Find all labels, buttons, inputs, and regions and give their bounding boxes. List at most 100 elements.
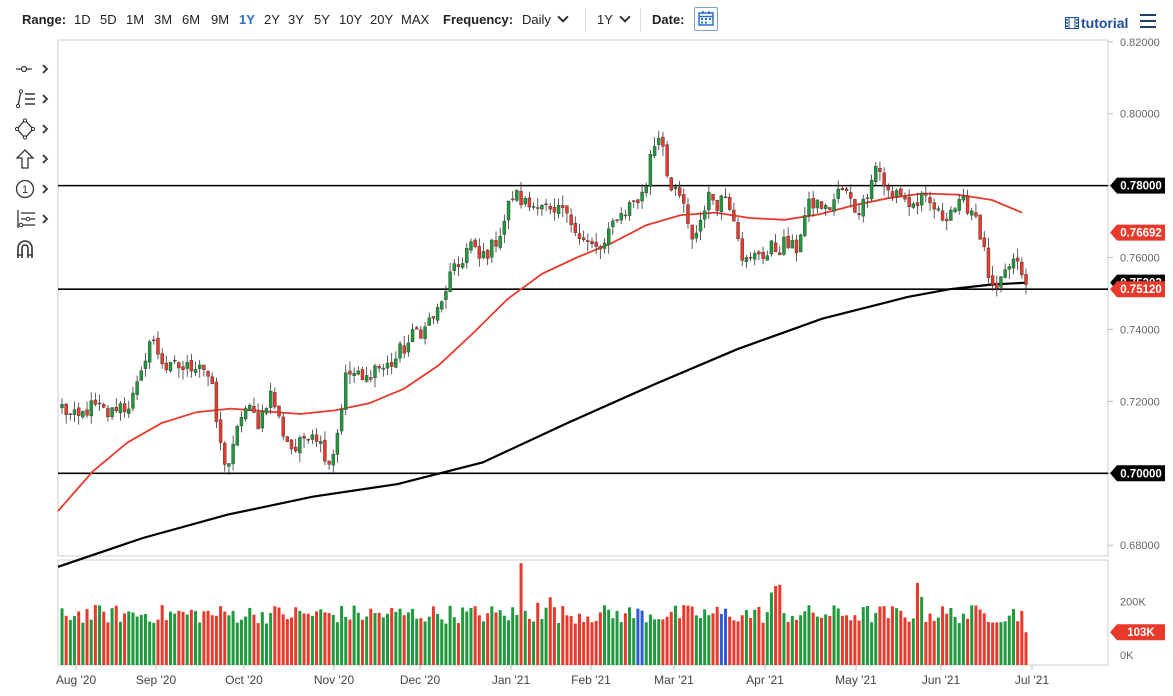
range-9m[interactable]: 9M	[211, 12, 230, 27]
volume-bar	[1011, 608, 1015, 665]
volume-bar	[703, 609, 707, 665]
volume-bar	[360, 619, 364, 665]
volume-bar	[861, 607, 865, 665]
volume-bar	[477, 615, 481, 665]
volume-bar	[210, 615, 214, 665]
volume-bar	[227, 615, 231, 665]
volume-bar	[870, 622, 874, 665]
candle-body	[986, 247, 991, 278]
candle-body	[627, 202, 632, 216]
candle-body	[423, 326, 427, 339]
frequency-select[interactable]: Daily	[522, 11, 569, 27]
candle	[114, 398, 118, 413]
volume-bar	[532, 621, 536, 665]
candle	[978, 214, 982, 240]
candle	[732, 202, 736, 222]
range-5d[interactable]: 5D	[100, 12, 117, 27]
range-3y[interactable]: 3Y	[288, 12, 304, 27]
candle	[556, 198, 561, 219]
volume-bar	[431, 606, 435, 665]
candle	[686, 198, 690, 229]
period-select[interactable]: 1Y	[597, 11, 631, 27]
fibonacci-tools[interactable]	[14, 208, 54, 230]
candle	[502, 214, 507, 244]
volume-bar	[661, 619, 665, 665]
candle	[823, 203, 828, 217]
candle	[849, 184, 853, 208]
candle	[794, 234, 799, 262]
volume-bar	[198, 622, 202, 665]
range-5y[interactable]: 5Y	[314, 12, 330, 27]
volume-bar	[181, 611, 185, 665]
candle	[327, 460, 331, 470]
line-tools[interactable]	[14, 88, 54, 110]
volume-bar	[285, 619, 289, 665]
candle	[398, 341, 402, 363]
volume-bar	[73, 616, 77, 665]
candle-body	[636, 199, 640, 204]
candle-body	[160, 353, 164, 365]
y-tick-label: 0.74000	[1120, 324, 1160, 336]
candle-body	[673, 186, 678, 190]
candle	[256, 403, 260, 430]
candle-body	[64, 403, 68, 415]
candle-body	[114, 406, 118, 412]
volume-bar	[231, 610, 235, 665]
arrow-icon	[15, 149, 49, 169]
magnet-tool[interactable]	[14, 238, 54, 260]
candle	[89, 392, 93, 424]
candle-body	[469, 241, 473, 251]
candle-body	[1003, 269, 1007, 278]
volume-bar	[511, 607, 515, 665]
candle-body	[748, 256, 753, 259]
range-20y[interactable]: 20Y	[370, 12, 394, 27]
range-2y[interactable]: 2Y	[264, 12, 280, 27]
volume-bar	[143, 614, 147, 665]
candle-body	[644, 185, 648, 194]
candle	[878, 161, 882, 181]
candle-body	[698, 219, 703, 232]
candle	[85, 401, 89, 418]
menu-icon[interactable]	[1140, 14, 1156, 28]
candle-body	[206, 371, 210, 377]
candle	[206, 369, 210, 387]
candle	[356, 366, 360, 376]
candle	[277, 405, 281, 419]
chevron-down-icon	[619, 11, 631, 23]
candle	[569, 208, 573, 233]
volume-bar	[715, 606, 719, 665]
range-10y[interactable]: 10Y	[339, 12, 363, 27]
range-max[interactable]: MAX	[401, 12, 430, 27]
shape-tools[interactable]	[14, 118, 54, 140]
volume-bar	[473, 606, 477, 665]
volume-bar	[160, 605, 164, 665]
tutorial-link[interactable]: tutorial	[1065, 15, 1128, 31]
candle	[97, 394, 102, 411]
range-1y[interactable]: 1Y	[239, 12, 255, 27]
range-6m[interactable]: 6M	[182, 12, 201, 27]
candle	[728, 193, 732, 212]
candle	[844, 187, 849, 194]
candle-body	[381, 367, 386, 370]
volume-bar	[81, 622, 85, 665]
annotation-tools[interactable]: 1	[14, 178, 54, 200]
calendar-icon[interactable]	[694, 7, 718, 31]
candle	[102, 402, 106, 409]
candle	[865, 193, 870, 209]
volume-bar	[523, 610, 527, 665]
volume-bar	[769, 592, 773, 665]
range-1d[interactable]: 1D	[74, 12, 91, 27]
range-1m[interactable]: 1M	[126, 12, 145, 27]
range-3m[interactable]: 3M	[154, 12, 173, 27]
candle	[836, 180, 840, 204]
candle	[147, 339, 152, 369]
volume-bar	[544, 607, 548, 665]
candle-body	[990, 275, 995, 285]
candle-body	[865, 197, 870, 199]
volume-bar	[486, 613, 490, 665]
candle-body	[515, 190, 519, 201]
crosshair-tool[interactable]	[14, 58, 54, 80]
volume-bar	[260, 612, 264, 665]
arrow-tools[interactable]	[14, 148, 54, 170]
candle	[565, 205, 569, 223]
